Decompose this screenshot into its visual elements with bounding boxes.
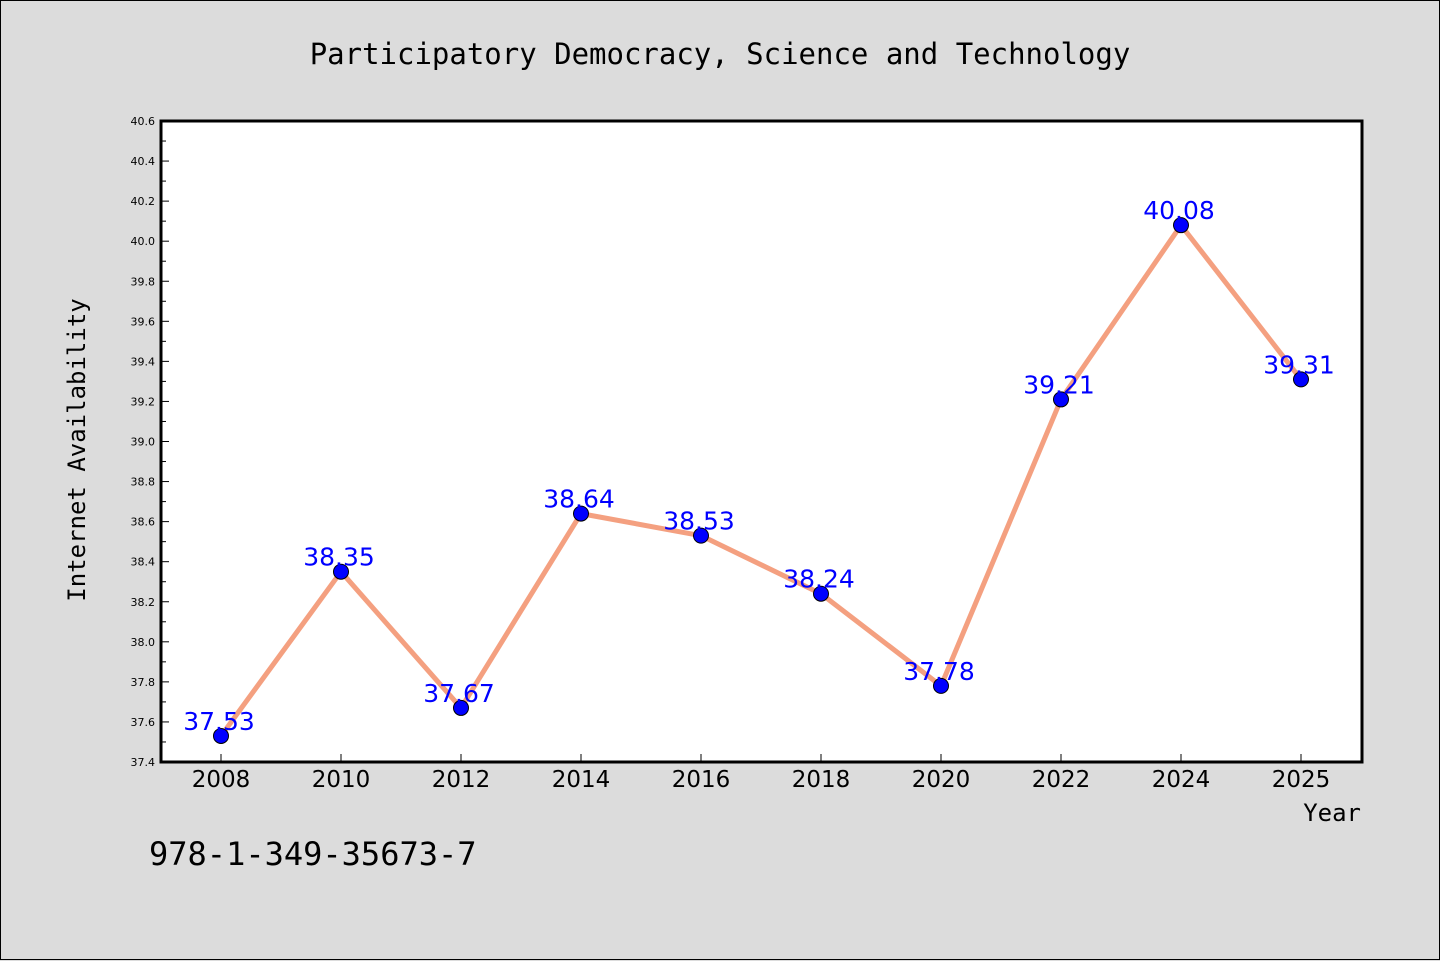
y-tick-label: 38.2 — [131, 596, 156, 609]
y-tick-label: 37.4 — [131, 756, 156, 769]
y-tick-label: 37.6 — [131, 716, 156, 729]
chart-title: Participatory Democracy, Science and Tec… — [310, 37, 1131, 71]
data-label: 37.53 — [183, 707, 255, 736]
y-tick-label: 38.8 — [131, 476, 156, 489]
x-tick-label: 2008 — [192, 767, 251, 793]
data-label: 38.24 — [783, 565, 855, 594]
data-point — [1293, 371, 1309, 388]
y-axis: 37.4 37.6 37.8 38.0 38.2 38.4 38.6 38.8 39.0 39.2… — [131, 115, 169, 769]
data-point — [213, 727, 229, 744]
y-tick-label: 39.8 — [131, 275, 156, 288]
x-axis-label: Year — [1303, 799, 1361, 827]
data-label: 37.67 — [423, 679, 495, 708]
y-tick-label: 38.0 — [131, 636, 156, 649]
data-label: 39.31 — [1263, 350, 1335, 379]
data-point — [453, 699, 469, 716]
series-line — [218, 222, 1304, 739]
y-tick-label: 39.4 — [131, 355, 156, 368]
data-label: 37.78 — [903, 657, 975, 686]
y-tick-label: 40.0 — [131, 235, 156, 248]
y-axis-label: Internet Availability — [63, 298, 91, 601]
data-point — [1053, 391, 1069, 408]
data-point — [333, 563, 349, 580]
data-point — [693, 527, 709, 544]
y-tick-label: 39.6 — [131, 315, 156, 328]
x-tick-label: 2024 — [1152, 767, 1211, 793]
y-tick-label: 40.4 — [131, 155, 156, 168]
data-point — [1173, 217, 1189, 234]
x-tick-label: 2016 — [672, 767, 731, 793]
y-tick-label: 40.2 — [131, 195, 156, 208]
data-point — [933, 677, 949, 694]
isbn-note: 978-1-349-35673-7 — [149, 835, 477, 873]
data-label: 38.53 — [663, 507, 735, 536]
x-tick-label: 2020 — [912, 767, 971, 793]
y-tick-label: 39.2 — [131, 395, 156, 408]
x-tick-label: 2018 — [792, 767, 851, 793]
y-tick-label: 38.4 — [131, 556, 156, 569]
data-label: 38.64 — [543, 485, 615, 514]
y-tick-label: 38.6 — [131, 516, 156, 529]
x-tick-label: 2022 — [1032, 767, 1091, 793]
data-series: 37.53 38.35 37.67 38.64 38.53 38.24 37.78 39.21… — [183, 196, 1335, 744]
x-tick-label: 2025 — [1272, 767, 1331, 793]
y-tick-label: 37.8 — [131, 676, 156, 689]
x-tick-label: 2014 — [552, 767, 611, 793]
y-tick-label: 40.6 — [131, 115, 156, 128]
data-label: 39.21 — [1023, 370, 1095, 399]
data-point — [813, 585, 829, 602]
data-label: 38.35 — [303, 543, 375, 572]
plot-area — [159, 119, 1364, 764]
data-label: 40.08 — [1143, 196, 1215, 225]
data-point — [573, 505, 589, 522]
x-tick-label: 2010 — [312, 767, 371, 793]
x-tick-label: 2012 — [432, 767, 491, 793]
y-tick-label: 39.0 — [131, 436, 156, 449]
x-axis: 2008 2010 2012 2014 2016 2018 2020 2022 2024 2025 — [192, 754, 1331, 793]
